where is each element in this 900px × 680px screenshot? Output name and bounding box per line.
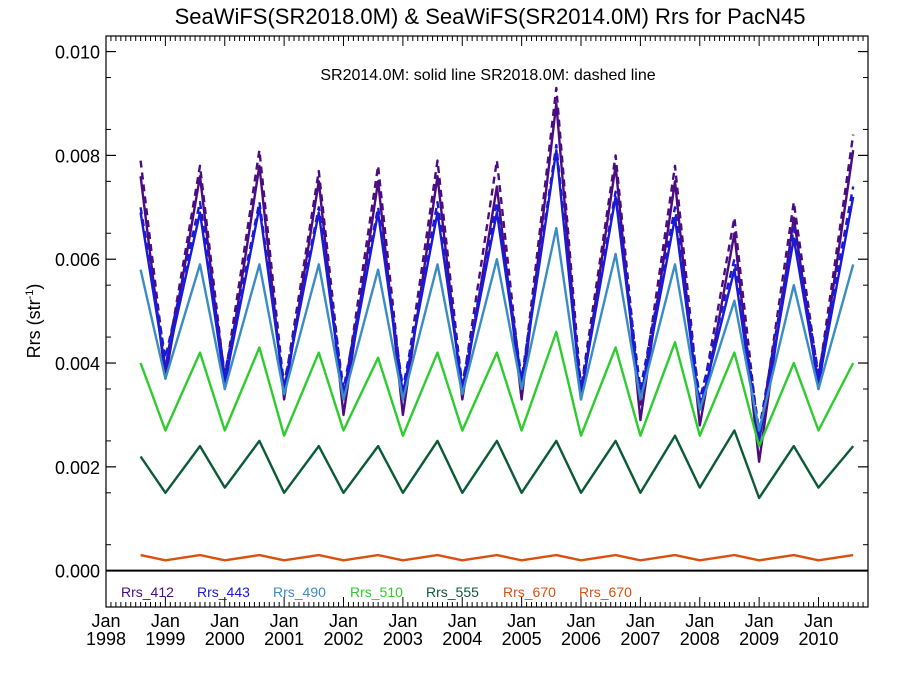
legend-entry: Rrs_555: [426, 584, 479, 600]
x-tick-label-year: 2004: [442, 629, 482, 649]
y-axis-label: Rrs (str-1): [24, 284, 44, 359]
x-tick-label-month: Jan: [626, 611, 655, 631]
series-layer: [139, 86, 855, 562]
y-axis-label-close: ): [24, 284, 44, 290]
series-line-rrs-670-solid: [140, 553, 854, 562]
series-line-rrs-555-solid: [139, 429, 855, 500]
x-tick-label-year: 2008: [680, 629, 720, 649]
x-tick-label-month: Jan: [210, 611, 239, 631]
chart-title: SeaWiFS(SR2018.0M) & SeaWiFS(SR2014.0M) …: [175, 4, 806, 29]
legend: Rrs_412 Rrs_443 Rrs_490 Rrs_510 Rrs_555 Rrs_6…: [121, 584, 632, 600]
x-tick-label-month: Jan: [91, 611, 120, 631]
x-tick-label-year: 2009: [739, 629, 779, 649]
legend-entry: Rrs_490: [273, 584, 326, 600]
x-tick-label-year: 2005: [502, 629, 542, 649]
x-tick-label-year: 2006: [561, 629, 601, 649]
y-tick-label: 0.002: [55, 458, 100, 478]
axes-layer: 0.0000.0020.0040.0060.0080.010Jan1998Jan…: [55, 36, 869, 649]
y-tick-label: 0.008: [55, 146, 100, 166]
y-axis-label-main: Rrs (str: [24, 299, 44, 358]
plot-frame: [105, 35, 869, 608]
x-tick-label-year: 2003: [383, 629, 423, 649]
x-tick-label-month: Jan: [685, 611, 714, 631]
x-tick-label-year: 1998: [86, 629, 126, 649]
legend-entry: Rrs_510: [350, 584, 403, 600]
x-tick-label-year: 2007: [620, 629, 660, 649]
x-tick-label-month: Jan: [329, 611, 358, 631]
y-axis-label-sup: -1: [24, 290, 36, 300]
legend-entry: Rrs_670: [579, 584, 632, 600]
y-tick-label: 0.006: [55, 250, 100, 270]
legend-entry: Rrs_443: [197, 584, 250, 600]
x-tick-label-month: Jan: [507, 611, 536, 631]
y-tick-label: 0.000: [55, 562, 100, 582]
chart-annotation: SR2014.0M: solid line SR2018.0M: dashed …: [320, 67, 655, 84]
x-tick-label-year: 2010: [798, 629, 838, 649]
x-tick-label-month: Jan: [270, 611, 299, 631]
y-tick-label: 0.010: [55, 43, 100, 63]
legend-entry: Rrs_670: [503, 584, 556, 600]
x-tick-label-month: Jan: [151, 611, 180, 631]
series-line-rrs-490-solid: [139, 226, 855, 432]
x-tick-label-month: Jan: [745, 611, 774, 631]
series-line-rrs-412-solid: [139, 102, 855, 463]
x-tick-label-year: 1999: [145, 629, 185, 649]
x-tick-label-year: 2001: [264, 629, 304, 649]
x-tick-label-year: 2002: [323, 629, 363, 649]
y-tick-label: 0.004: [55, 354, 100, 374]
legend-entry: Rrs_412: [121, 584, 174, 600]
x-tick-label-year: 2000: [205, 629, 245, 649]
x-tick-label-month: Jan: [566, 611, 595, 631]
x-tick-label-month: Jan: [388, 611, 417, 631]
x-tick-label-month: Jan: [804, 611, 833, 631]
series-line-rrs-510-solid: [139, 330, 855, 448]
x-tick-label-month: Jan: [448, 611, 477, 631]
